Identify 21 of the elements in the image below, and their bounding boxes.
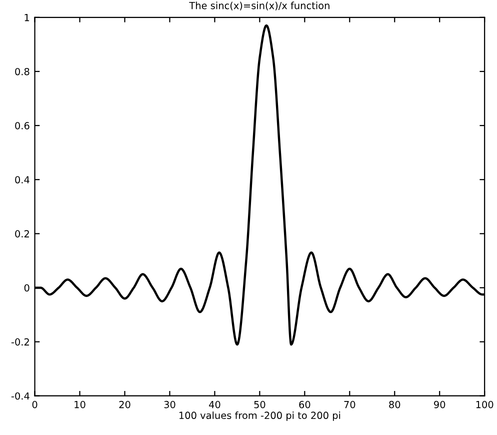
x-axis-title: 100 values from -200 pi to 200 pi (179, 412, 340, 421)
x-tick-label: 100 (476, 400, 494, 408)
y-tick-label: -0.4 (11, 392, 30, 400)
x-tick-label: 40 (208, 400, 220, 408)
x-tick-label: 60 (299, 400, 310, 408)
y-tick-label: -0.2 (11, 338, 29, 346)
x-tick-label: 0 (32, 400, 38, 408)
x-tick-label: 90 (434, 400, 446, 408)
y-tick-label: 0.2 (15, 230, 29, 238)
y-tick-label: 0.4 (15, 176, 30, 184)
y-tick-label: 0.8 (15, 68, 30, 76)
x-tick-label: 20 (119, 400, 130, 408)
chart-title: The sinc(x)=sin(x)/x function (189, 2, 330, 10)
y-tick-label: 0.6 (15, 122, 30, 130)
x-tick-label: 50 (254, 400, 266, 408)
x-tick-label: 80 (389, 400, 400, 408)
x-tick-label: 10 (74, 400, 86, 408)
y-tick-label: 0 (24, 284, 30, 292)
x-tick-label: 30 (164, 400, 176, 408)
x-tick-label: 70 (344, 400, 356, 408)
y-tick-label: 1 (24, 14, 30, 22)
